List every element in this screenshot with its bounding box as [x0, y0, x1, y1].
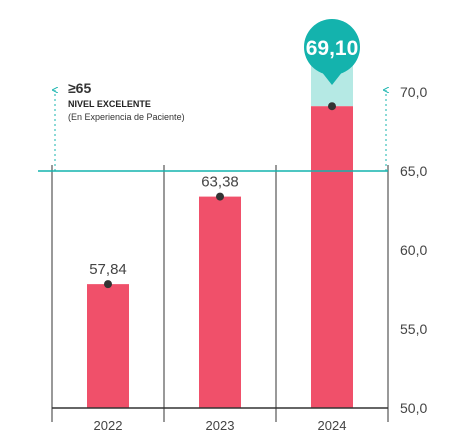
y-tick-label: 50,0: [400, 400, 427, 416]
data-label: 63,38: [201, 174, 239, 191]
value-marker: [328, 102, 336, 111]
threshold-subtitle-label: (En Experiencia de Paciente): [68, 112, 185, 122]
category-label: 2024: [318, 418, 347, 433]
y-tick-label: 65,0: [400, 163, 427, 179]
value-marker: [216, 192, 224, 201]
bar-2022: [87, 284, 129, 408]
plot-area: 2022 2023 2024 50,0 55,0 60,0 65,0 70,0 57,84 63,…: [38, 19, 427, 433]
threshold-title-label: NIVEL EXCELENTE: [68, 99, 151, 109]
bar-2024: [311, 106, 353, 408]
category-label: 2022: [94, 418, 123, 433]
value-marker: [104, 280, 112, 289]
callout-bubble: [304, 19, 360, 75]
callout-value-label: 69,10: [306, 37, 359, 60]
threshold-label: ≥65 NIVEL EXCELENTE (En Experiencia de P…: [68, 80, 185, 122]
callout-pointer: [321, 71, 343, 85]
threshold-value-label: ≥65: [68, 80, 91, 96]
category-label: 2023: [206, 418, 235, 433]
bar-2023: [199, 196, 241, 408]
y-tick-label: 60,0: [400, 242, 427, 258]
y-tick-label: 55,0: [400, 321, 427, 337]
data-label: 57,84: [89, 261, 127, 278]
y-tick-label: 70,0: [400, 84, 427, 100]
